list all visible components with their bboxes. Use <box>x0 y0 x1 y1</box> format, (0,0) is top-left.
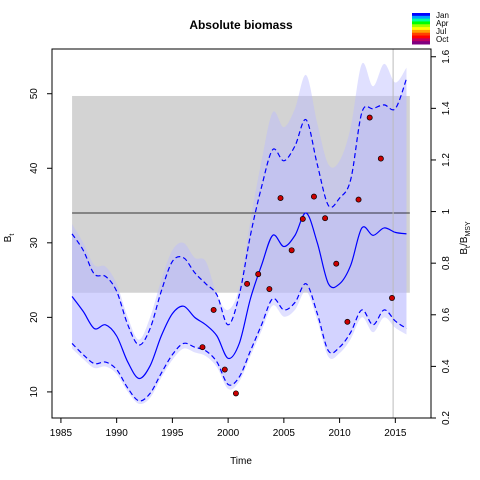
plot-frame <box>51 48 432 419</box>
data-point <box>210 306 217 313</box>
svg-text:Bt: Bt <box>3 234 16 243</box>
axes: 1985 1990 1995 2000 2005 2010 2015 10 20 30 40 50 0.… <box>29 48 452 439</box>
x-tick-label: 2005 <box>273 428 296 439</box>
series-lower-ci-line <box>71 283 407 402</box>
y2-tick-label: 0.8 <box>441 256 452 270</box>
data-point <box>266 286 273 292</box>
legend-color-swatch <box>412 32 430 37</box>
y2-axis-label: Bt/BMSY <box>459 221 472 255</box>
y2-axis-label-sub: t <box>465 246 472 248</box>
legend-color-swatch <box>412 35 430 39</box>
y2-tick-label: 1.4 <box>441 101 452 115</box>
series-upper-ci-line <box>71 78 408 346</box>
series-ci-band <box>72 78 407 401</box>
y-tick-label: 50 <box>29 88 40 100</box>
y2-axis-label-mid: /B <box>459 236 470 246</box>
data-point <box>199 344 206 351</box>
data-point <box>344 318 351 325</box>
y2-tick-label: 1 <box>441 208 452 214</box>
data-point <box>244 280 251 287</box>
data-point <box>232 390 239 397</box>
y-axis-label-sub: t <box>9 234 16 236</box>
series-outer-ci-band <box>72 62 407 405</box>
x-axis-label: Time <box>230 456 252 467</box>
y-tick-label: 40 <box>29 162 40 174</box>
legend-color-swatch <box>412 18 430 22</box>
legend-color-swatch <box>412 41 430 45</box>
y-tick-label: 20 <box>29 311 40 323</box>
bmsy-reference-band <box>72 95 410 293</box>
data-point <box>221 366 228 373</box>
y2-tick-label: 0.2 <box>441 411 452 425</box>
y-tick-label: 10 <box>29 386 40 398</box>
data-point <box>333 260 340 267</box>
y2-tick-label: 0.6 <box>441 307 452 321</box>
legend-label-oct: Oct <box>436 35 449 44</box>
data-point <box>322 215 329 222</box>
data-point <box>255 271 262 278</box>
y-tick-label: 30 <box>29 237 40 249</box>
plot-area <box>71 49 410 418</box>
legend-label-jan: Jan <box>436 11 449 20</box>
svg-text:Bt/BMSY: Bt/BMSY <box>459 221 472 255</box>
x-tick-label: 2015 <box>384 428 407 439</box>
month-color-legend: Jan Apr Jul Oct <box>412 11 449 45</box>
legend-color-swatch <box>412 27 430 31</box>
legend-color-swatch <box>412 15 430 20</box>
x-tick-label: 1995 <box>161 428 184 439</box>
data-point <box>355 196 362 203</box>
chart-title: Absolute biomass <box>189 18 293 32</box>
y2-tick-label: 1.2 <box>441 153 452 167</box>
x-tick-label: 1990 <box>106 428 129 439</box>
series-estimate-line <box>71 212 407 380</box>
data-point <box>277 195 284 202</box>
y-axis-label: Bt <box>3 234 16 243</box>
x-tick-label: 2010 <box>328 428 351 439</box>
y2-tick-label: 0.4 <box>441 359 452 373</box>
legend-color-swatch <box>412 29 430 34</box>
data-point <box>366 114 373 121</box>
legend-color-swatch <box>412 38 430 42</box>
data-point <box>311 193 317 200</box>
data-point <box>389 295 395 301</box>
x-tick-label: 1985 <box>50 428 73 439</box>
legend-color-swatch <box>412 24 430 28</box>
legend-label-apr: Apr <box>436 19 449 28</box>
data-point <box>288 247 295 254</box>
y2-axis-label-sub2: MSY <box>465 221 472 237</box>
data-point <box>299 216 306 222</box>
y-axis-label-main: B <box>3 235 14 242</box>
x-tick-label: 2000 <box>217 428 240 439</box>
legend-color-swatch <box>412 13 430 17</box>
y2-axis-label-main: B <box>459 248 470 255</box>
legend-label-jul: Jul <box>436 27 446 36</box>
data-point <box>377 155 384 162</box>
y2-tick-label: 1.6 <box>441 49 452 63</box>
legend-color-swatch <box>412 21 430 25</box>
